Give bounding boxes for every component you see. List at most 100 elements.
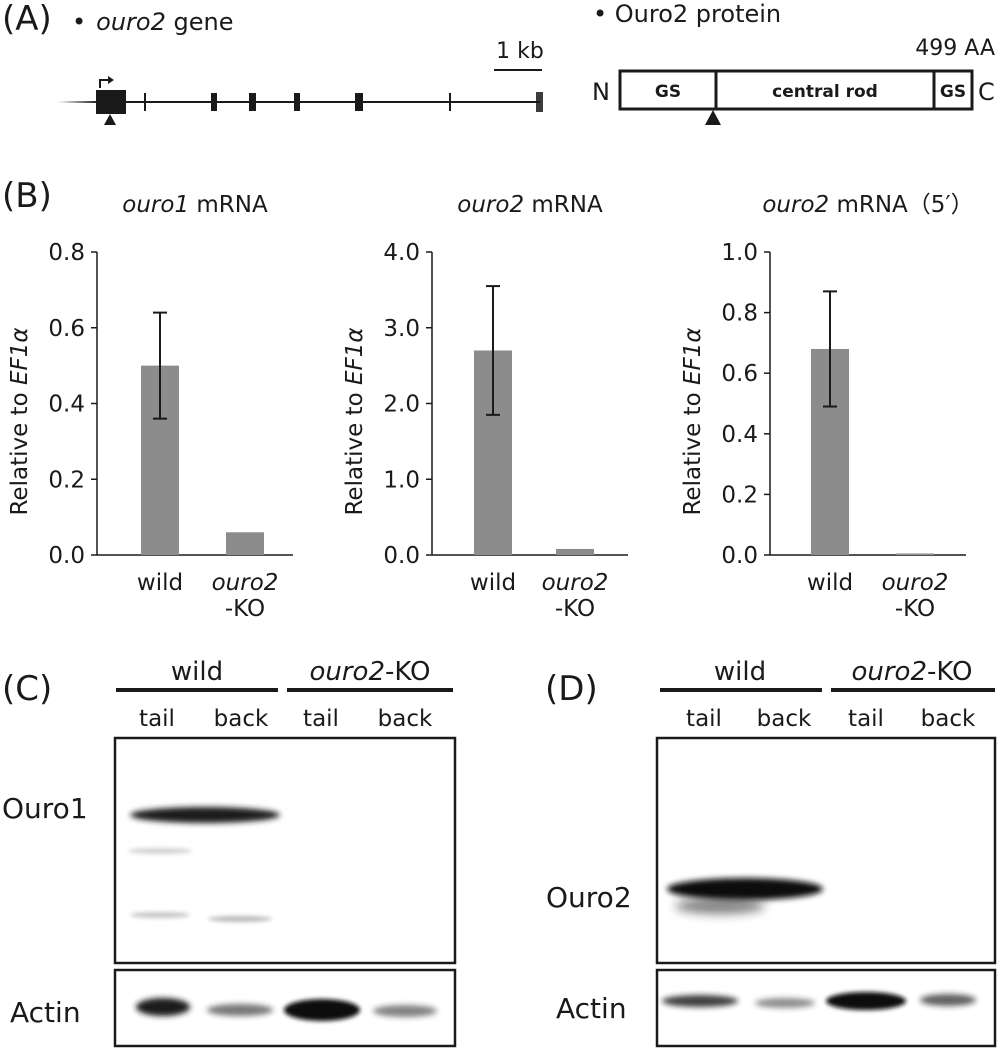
chart-ouro2-mrna-5prime: ouro2 mRNA（5′） Relative to EF1α 0.0 0.2 0.4 0… [680, 192, 974, 622]
protein-length: 499 AA [915, 36, 995, 61]
chart-title-rest: mRNA [189, 192, 268, 218]
y-axis-label-prefix: Relative to [680, 385, 706, 515]
band-actin-c-4 [373, 1005, 437, 1017]
chart-title-gene: ouro2 [457, 192, 524, 218]
y-tick-label: 4.0 [383, 240, 420, 266]
panel-b-label: (B) [2, 176, 52, 216]
protein-target-marker-icon [705, 110, 721, 125]
blot-label-ouro2: Ouro2 [546, 881, 632, 914]
panel-a: (A) • ouro2 gene 1 kb • Ouro2 protein 499… [2, 0, 995, 125]
x-tick-label: wild [470, 570, 516, 596]
gene-structure [58, 76, 543, 125]
chart-ouro2-mrna: ouro2 mRNA Relative to EF1α 0.0 1.0 2.0 3.0 4.… [342, 192, 628, 622]
chart-title: ouro2 mRNA（5′） [762, 192, 973, 218]
y-axis-label: Relative to EF1α [680, 327, 706, 515]
lane-label-3: tail [303, 706, 339, 732]
y-tick-label: 0.6 [48, 316, 85, 342]
x-tick-label: wild [137, 570, 183, 596]
blot-actin-c-bands [136, 998, 437, 1021]
chart-title: ouro2 mRNA [457, 192, 603, 218]
gene-title: • ouro2 gene [72, 8, 233, 36]
tss-arrow-icon [99, 79, 110, 88]
y-axis-label-gene: EF1α [7, 327, 33, 385]
y-tick-label: 3.0 [383, 316, 420, 342]
y-tick-label: 0.2 [48, 467, 85, 493]
group-ko-gene: ouro2 [309, 657, 385, 687]
y-tick-label: 2.0 [383, 392, 420, 418]
y-tick-label: 0.0 [48, 543, 85, 569]
y-tick-label: 0.4 [48, 392, 85, 418]
blot-label-actin-c: Actin [10, 996, 81, 1029]
y-axis-label-prefix: Relative to [7, 385, 33, 515]
band-ouro2-smear [675, 898, 765, 914]
group-wild-d: wild [714, 657, 766, 687]
tss-arrowhead-icon [108, 76, 114, 84]
band-actin-d-2 [755, 998, 815, 1008]
upstream-line [58, 101, 98, 103]
y-axis-label: Relative to EF1α [342, 327, 368, 515]
x-tick-label-suffix: -KO [555, 596, 595, 622]
lane-label-4: back [378, 706, 433, 732]
blot-label-actin-d: Actin [556, 992, 627, 1025]
blot-ouro1-bands [128, 807, 280, 922]
gene-word: gene [166, 8, 234, 36]
band-actin-d-3 [826, 992, 906, 1010]
lane-label-d-1: tail [686, 706, 722, 732]
chart-title-rest: mRNA（5′） [829, 192, 974, 218]
blot-actin-d [655, 968, 997, 1048]
lane-label-d-4: back [921, 706, 976, 732]
blot-ouro2 [655, 736, 997, 965]
exon-4 [249, 93, 256, 111]
c-terminus: C [978, 78, 995, 106]
domain-gs-c: GS [940, 82, 966, 102]
y-axis-label-gene: EF1α [680, 327, 706, 385]
x-tick-label: ouro2 [542, 570, 609, 596]
chart-title-rest: mRNA [524, 192, 603, 218]
band-ouro1-minor-2 [130, 912, 190, 918]
n-terminus: N [592, 78, 610, 106]
band-ouro2-wild [667, 878, 823, 900]
blot-label-ouro1: Ouro1 [2, 792, 88, 825]
x-tick-label: ouro2 [882, 570, 949, 596]
y-tick-label: 0.8 [48, 240, 85, 266]
band-ouro1-wild-tail-back [130, 807, 280, 823]
y-tick-label: 0.2 [721, 482, 758, 508]
lane-label-2: back [214, 706, 269, 732]
band-actin-c-1 [136, 998, 190, 1016]
y-axis-label: Relative to EF1α [7, 327, 33, 515]
group-wild: wild [171, 657, 223, 687]
lane-label-d-2: back [757, 706, 812, 732]
chart-title-gene: ouro1 [122, 192, 189, 218]
x-tick-label: wild [807, 570, 853, 596]
y-axis-label-prefix: Relative to [342, 385, 368, 515]
y-tick-label: 0.0 [721, 543, 758, 569]
protein-title: • Ouro2 protein [593, 0, 781, 28]
exon-6 [355, 93, 363, 111]
exon-8 [536, 92, 543, 112]
band-actin-d-1 [662, 995, 738, 1007]
gene-target-marker-icon [104, 114, 116, 125]
y-tick-label: 1.0 [721, 240, 758, 266]
y-axis-label-gene: EF1α [342, 327, 368, 385]
panel-c-label: (C) [2, 669, 52, 709]
chart-title-gene: ouro2 [762, 192, 829, 218]
x-tick-label-suffix: -KO [895, 596, 935, 622]
bar-ko [896, 553, 934, 555]
gene-bullet: • [72, 8, 86, 36]
bar-ko [556, 548, 594, 555]
group-ko-suffix: -KO [385, 657, 430, 687]
exon-3 [211, 93, 217, 111]
chart-ouro1-mrna: ouro1 mRNA Relative to EF1α 0.0 0.2 0.4 0.6 0.… [7, 192, 293, 622]
lane-label-d-3: tail [848, 706, 884, 732]
group-ko-gene-d: ouro2 [851, 657, 927, 687]
y-tick-label: 0.6 [721, 361, 758, 387]
group-ko-suffix-d: -KO [927, 657, 972, 687]
protein-diagram: • Ouro2 protein 499 AA N C GS central ro… [592, 0, 995, 125]
lane-label-1: tail [139, 706, 175, 732]
band-actin-c-3 [284, 999, 360, 1021]
exon-1 [96, 90, 126, 114]
protein-box [618, 69, 974, 111]
blot-ouro2-bands [667, 878, 823, 914]
band-actin-d-4 [920, 994, 976, 1006]
y-tick-label: 0.8 [721, 301, 758, 327]
